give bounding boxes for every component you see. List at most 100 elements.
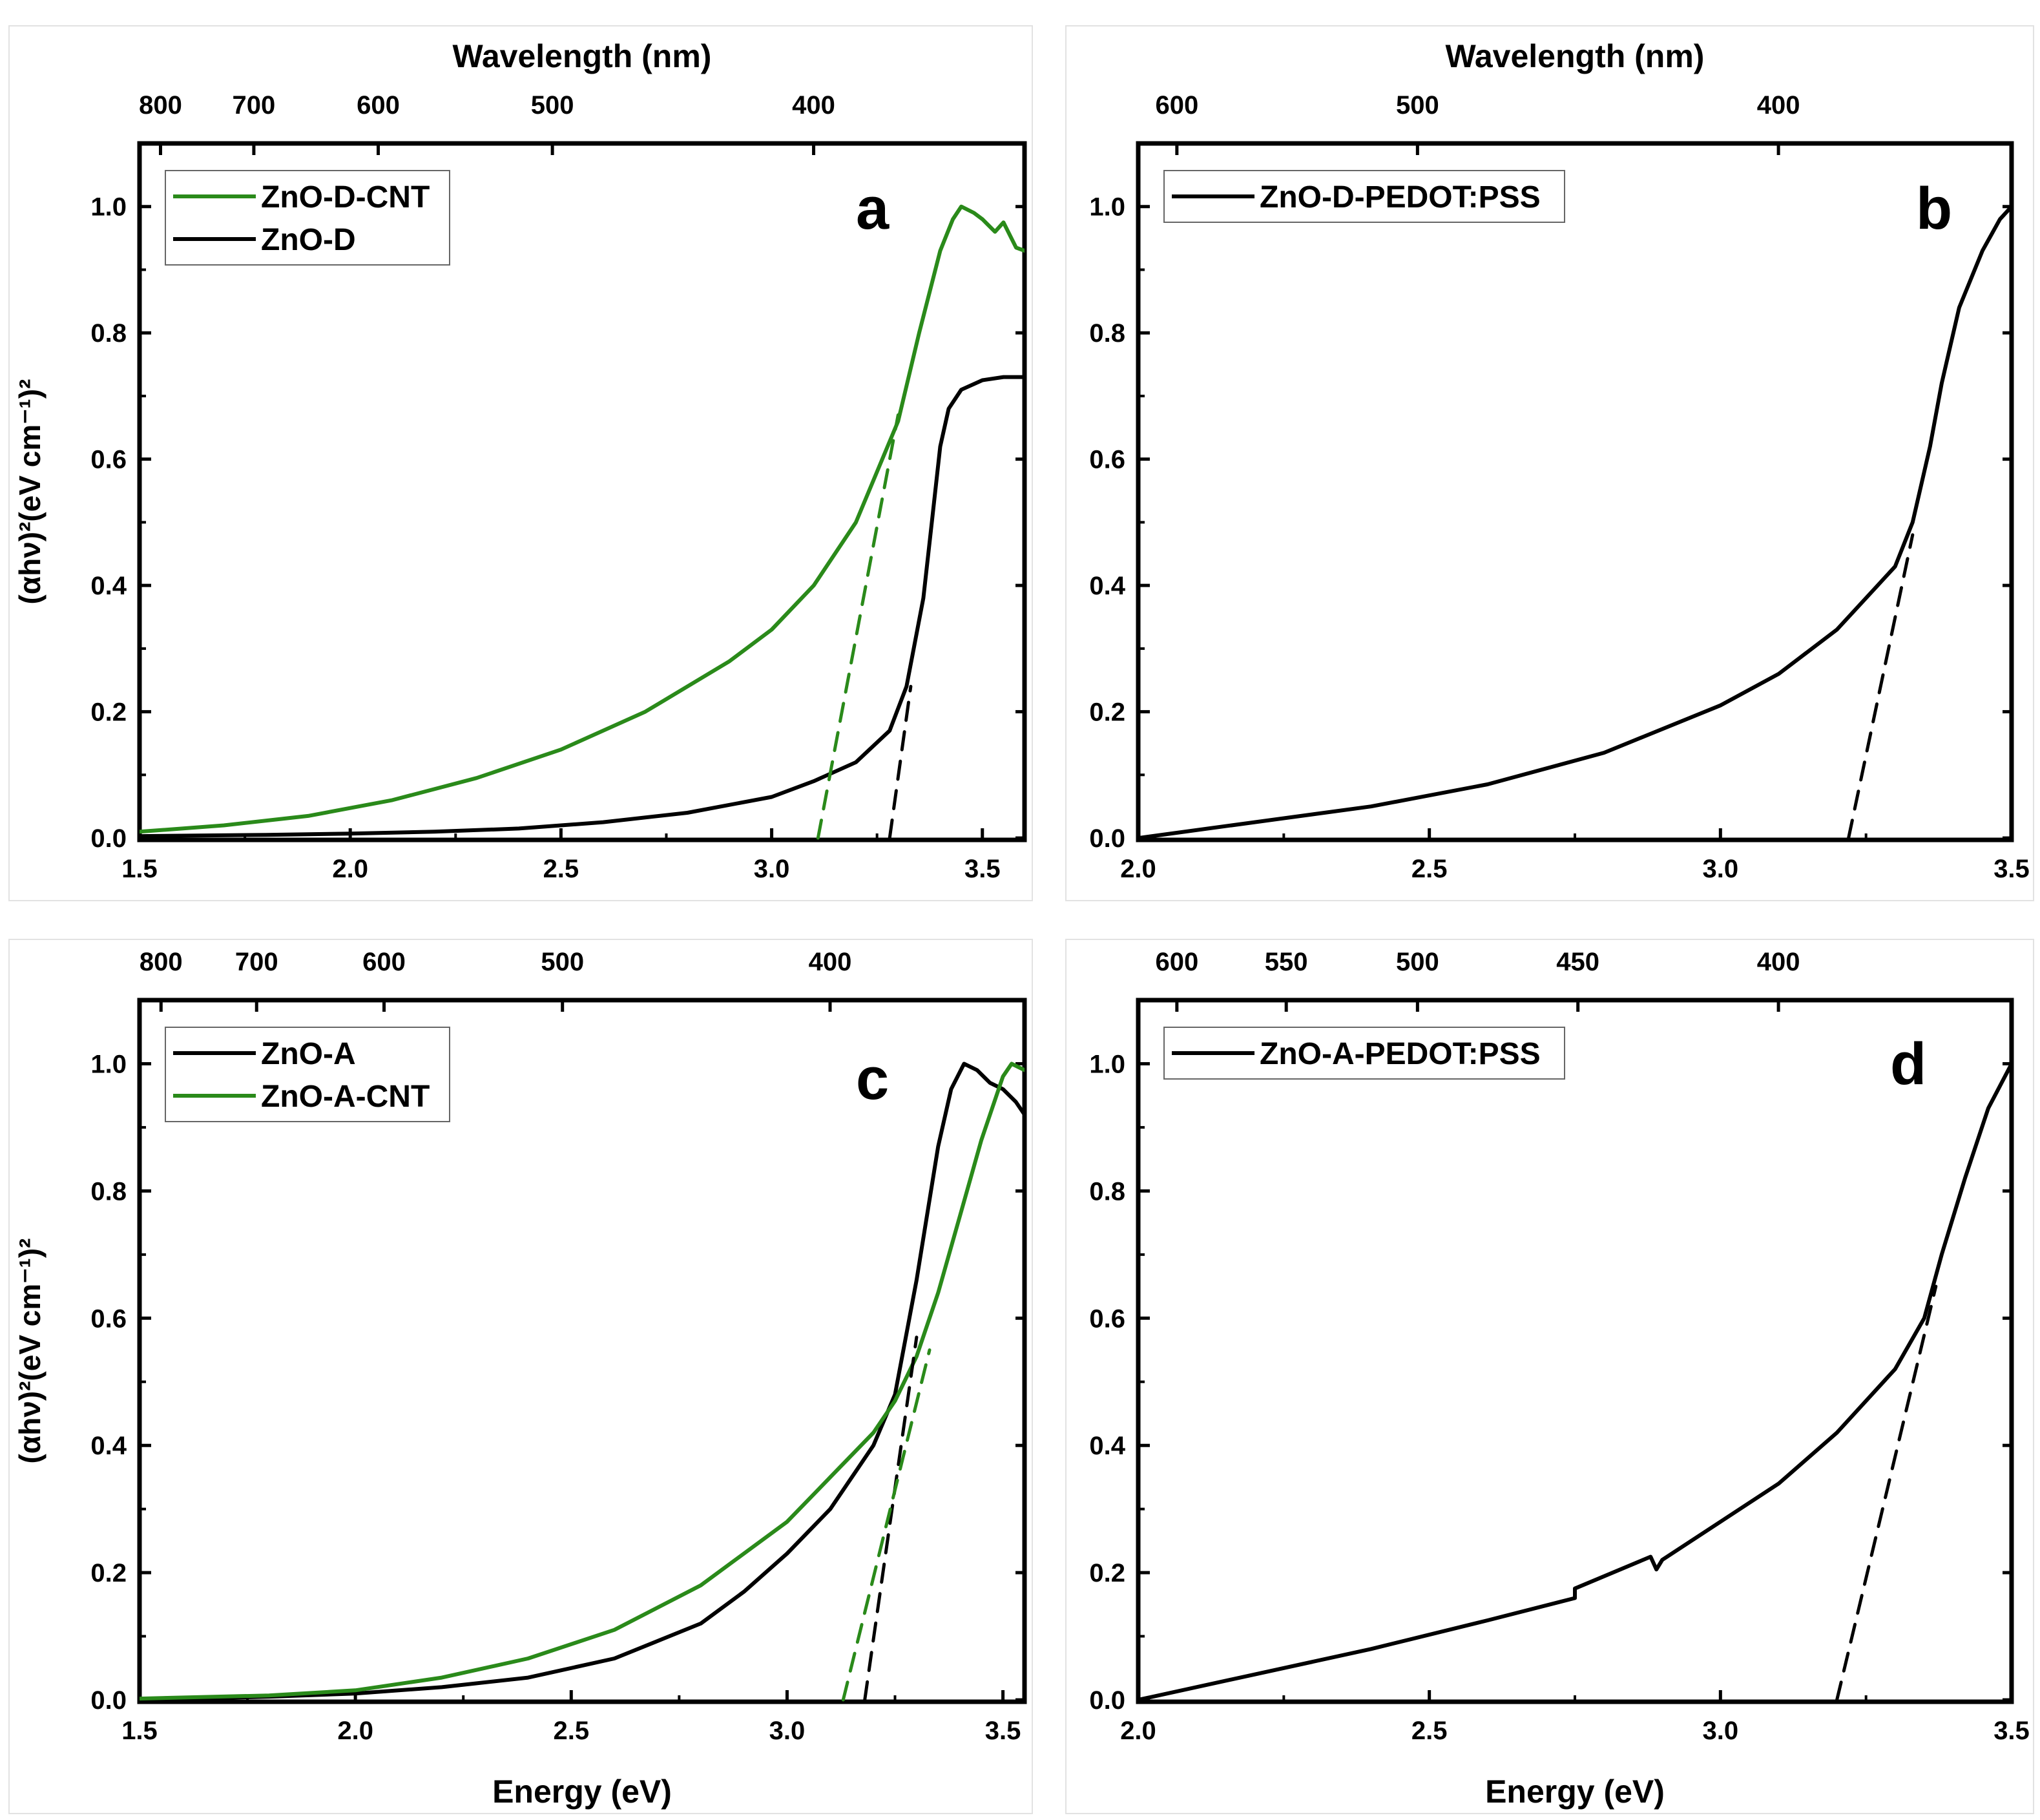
x-tick-label: 2.5 bbox=[543, 855, 579, 883]
x-tick-label: 3.0 bbox=[754, 855, 790, 883]
y-tick-label: 0.0 bbox=[90, 824, 127, 853]
x-tick-label: 2.0 bbox=[332, 855, 368, 883]
x-tick-label: 2.5 bbox=[1411, 1717, 1448, 1745]
top-tick-label: 400 bbox=[809, 948, 852, 976]
y-tick-label: 0.2 bbox=[1089, 698, 1125, 727]
panel-frame bbox=[1065, 939, 2034, 1814]
panel-d: 2.0 2.5 3.0 3.5 0.0 0.2 0.4 0.6 0.8 1.0 600 550 500 4… bbox=[1065, 939, 2034, 1814]
series-group bbox=[140, 1062, 1025, 1702]
top-tick-label: 400 bbox=[792, 91, 835, 120]
x-tick-label: 2.0 bbox=[1120, 1717, 1156, 1745]
x-axis-title: Energy (eV) bbox=[492, 1773, 672, 1810]
top-tick-label: 500 bbox=[1396, 948, 1439, 976]
series-line bbox=[140, 375, 1025, 839]
top-tick-label: 400 bbox=[1757, 91, 1800, 120]
y-tick-label: 0.4 bbox=[1089, 1432, 1125, 1460]
top-tick-label: 600 bbox=[362, 948, 406, 976]
y-tick-label: 0.4 bbox=[90, 1432, 127, 1460]
top-tick-label: 500 bbox=[541, 948, 584, 976]
x-tick-label: 2.0 bbox=[1120, 855, 1156, 883]
top-tick-label: 700 bbox=[233, 91, 276, 120]
y-tick-label: 0.6 bbox=[90, 1304, 127, 1333]
top-tick-label: 600 bbox=[1155, 948, 1198, 976]
legend-label: ZnO-A-CNT bbox=[261, 1080, 430, 1114]
y-tick-label: 0.0 bbox=[90, 1686, 127, 1715]
x-tick-label: 3.5 bbox=[985, 1717, 1021, 1745]
x-tick-label: 3.5 bbox=[964, 855, 1001, 883]
tangent-fit-line bbox=[841, 1348, 932, 1702]
legend-label: ZnO-D-CNT bbox=[261, 180, 430, 214]
x-tick-label: 2.5 bbox=[1411, 855, 1448, 883]
x-tick-label: 3.0 bbox=[769, 1717, 806, 1745]
y-axis-title: (αhν)²(eV cm⁻¹)² bbox=[13, 379, 47, 605]
panel-frame bbox=[1065, 25, 2034, 901]
series-line bbox=[140, 204, 1025, 834]
panel-a: 1.5 2.0 2.5 3.0 3.5 0.0 0.2 0.4 0.6 0.8 1.0 800 700 6… bbox=[8, 25, 1033, 901]
series-line bbox=[1138, 1062, 2012, 1702]
y-tick-label: 0.8 bbox=[90, 1177, 127, 1206]
tangent-fit-line bbox=[1835, 1284, 1938, 1702]
series-line bbox=[140, 1062, 1025, 1702]
y-tick-label: 0.0 bbox=[1089, 824, 1125, 853]
panel-letter: c bbox=[856, 1046, 889, 1112]
x-tick-label: 1.5 bbox=[121, 855, 158, 883]
top-tick-label: 550 bbox=[1265, 948, 1308, 976]
legend-box bbox=[165, 1027, 450, 1122]
x-tick-label: 3.0 bbox=[1703, 1717, 1739, 1745]
y-tick-label: 0.8 bbox=[1089, 1177, 1125, 1206]
legend-label: ZnO-D bbox=[261, 223, 356, 257]
x-tick-label: 2.0 bbox=[337, 1717, 373, 1745]
x-tick-label: 1.5 bbox=[121, 1717, 158, 1745]
y-tick-label: 0.4 bbox=[90, 572, 127, 600]
top-tick-label: 700 bbox=[235, 948, 278, 976]
y-tick-label: 0.2 bbox=[1089, 1559, 1125, 1587]
legend-label: ZnO-D-PEDOT:PSS bbox=[1260, 180, 1541, 214]
top-tick-label: 600 bbox=[1155, 91, 1198, 120]
top-tick-label: 800 bbox=[140, 948, 183, 976]
tangent-fit-line bbox=[1847, 533, 1915, 840]
top-axis-title: Wavelength (nm) bbox=[453, 38, 712, 74]
x-tick-label: 3.5 bbox=[1993, 1717, 2030, 1745]
top-tick-label: 450 bbox=[1556, 948, 1599, 976]
panel-letter: a bbox=[856, 176, 890, 242]
x-axis-title: Energy (eV) bbox=[1485, 1773, 1665, 1810]
top-tick-label: 500 bbox=[531, 91, 574, 120]
top-tick-label: 800 bbox=[139, 91, 182, 120]
legend-box bbox=[165, 170, 450, 266]
y-tick-label: 0.0 bbox=[1089, 1686, 1125, 1715]
tangent-fit-line bbox=[816, 413, 900, 840]
plot-area-border bbox=[137, 141, 1027, 842]
tangent-fit-line bbox=[863, 1335, 919, 1702]
legend-label: ZnO-A-PEDOT:PSS bbox=[1260, 1037, 1541, 1071]
series-group bbox=[1138, 204, 2012, 840]
y-tick-label: 1.0 bbox=[1089, 193, 1125, 222]
y-tick-label: 0.6 bbox=[1089, 446, 1125, 474]
top-tick-label: 600 bbox=[357, 91, 400, 120]
y-tick-label: 0.6 bbox=[1089, 1304, 1125, 1333]
y-tick-label: 0.6 bbox=[90, 446, 127, 474]
y-tick-label: 0.8 bbox=[90, 319, 127, 348]
y-tick-label: 1.0 bbox=[1089, 1050, 1125, 1078]
top-tick-label: 400 bbox=[1757, 948, 1800, 976]
tangent-fit-line bbox=[888, 685, 913, 840]
top-tick-label: 500 bbox=[1396, 91, 1439, 120]
panel-frame bbox=[8, 25, 1033, 901]
y-tick-label: 0.2 bbox=[90, 1559, 127, 1587]
series-line bbox=[140, 1062, 1025, 1701]
y-tick-label: 0.2 bbox=[90, 698, 127, 727]
series-group bbox=[1138, 1062, 2012, 1702]
panel-letter: b bbox=[1916, 176, 1952, 242]
y-tick-label: 0.4 bbox=[1089, 572, 1125, 600]
top-axis-title: Wavelength (nm) bbox=[1446, 38, 1705, 74]
panel-frame bbox=[8, 939, 1033, 1814]
x-tick-label: 2.5 bbox=[553, 1717, 589, 1745]
series-group bbox=[140, 204, 1025, 840]
panel-letter: d bbox=[1890, 1031, 1926, 1097]
y-tick-label: 0.8 bbox=[1089, 319, 1125, 348]
series-line bbox=[1138, 204, 2012, 840]
y-axis-title: (αhν)²(eV cm⁻¹)² bbox=[13, 1239, 47, 1464]
legend-label: ZnO-A bbox=[261, 1037, 356, 1071]
x-tick-label: 3.0 bbox=[1703, 855, 1739, 883]
plot-area-border bbox=[1136, 141, 2014, 842]
